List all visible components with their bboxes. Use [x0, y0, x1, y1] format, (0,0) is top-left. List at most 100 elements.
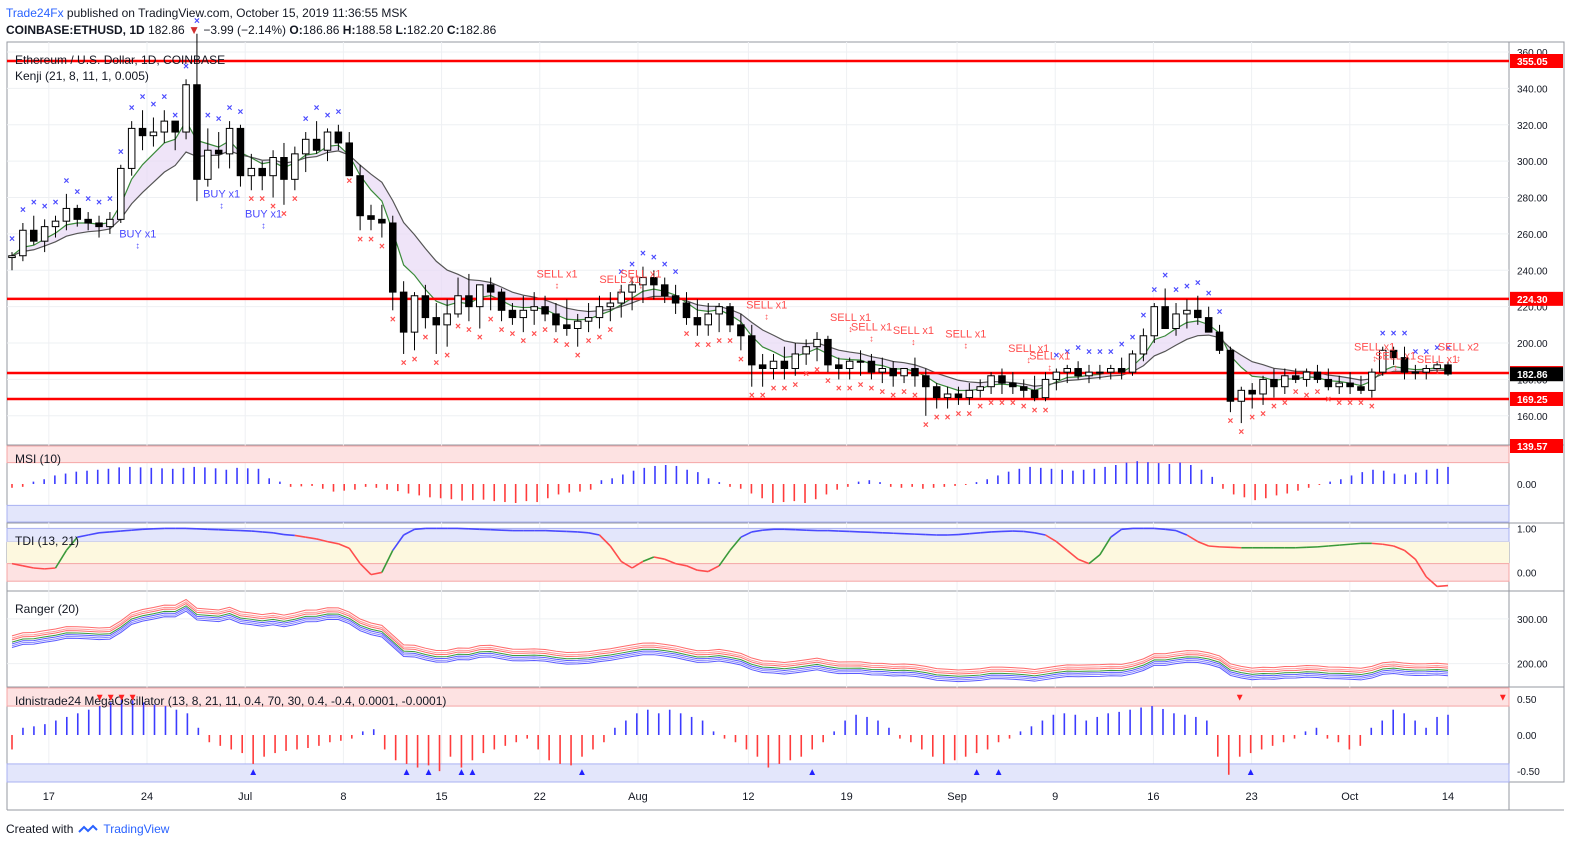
candle: × [563, 299, 571, 351]
candle: × [258, 161, 266, 205]
sell-marker: × [499, 325, 505, 336]
signal-label: SELL x1 [599, 274, 640, 286]
sell-marker: × [738, 354, 744, 365]
footer: Created with TradingView [6, 822, 169, 836]
sell-marker: × [1043, 405, 1049, 416]
tdi-line-segment [1023, 530, 1035, 534]
buy-marker: × [314, 103, 320, 114]
tdi-line-segment [1317, 545, 1329, 548]
tdi-line-segment [588, 532, 600, 536]
candle-body [1389, 349, 1398, 359]
tdi-line-segment [958, 532, 970, 536]
tdi-line-segment [1165, 528, 1177, 532]
candle-body [1433, 364, 1441, 370]
tdi-line-segment [1197, 540, 1209, 547]
tdi-line-segment [577, 531, 589, 534]
candle-body [1030, 389, 1039, 399]
price-axis-label: 280.00 [1517, 194, 1548, 205]
high-label: H: [342, 23, 356, 37]
buy-marker: × [31, 198, 37, 209]
buy-signal-icon: ▲ [248, 767, 258, 778]
sell-marker: × [379, 242, 385, 253]
tdi-line-segment [1045, 534, 1057, 543]
tdi-line-segment [1121, 527, 1133, 531]
candle-body [519, 309, 528, 319]
price-tag-box [1510, 391, 1563, 406]
candle: × [269, 150, 277, 213]
sell-marker: × [542, 325, 548, 336]
sell-marker: × [357, 234, 363, 245]
tdi-line-segment [98, 531, 110, 534]
sell-marker: × [945, 413, 951, 424]
sell-marker: × [1315, 387, 1321, 398]
candle: × [954, 386, 963, 420]
signal-annotation: BUY x1↕ [245, 209, 282, 231]
publisher-name[interactable]: Trade24Fx [6, 6, 64, 20]
tdi-line-segment [1099, 536, 1112, 556]
candle: × [552, 303, 560, 347]
tdi-line-segment [392, 534, 405, 551]
buy-signal-icon: ▲ [402, 767, 412, 778]
pane-title: MSI (10) [15, 452, 61, 466]
buy-marker: × [1064, 347, 1070, 358]
price-tag-label: 139.57 [1517, 442, 1548, 453]
candle-body [465, 295, 473, 308]
buy-marker: × [673, 267, 679, 278]
candle: × [127, 103, 136, 176]
candle-body [943, 393, 952, 399]
middle-band [7, 541, 1509, 564]
candle-body [671, 295, 680, 304]
candle-body [595, 306, 604, 319]
price-pane: 360.00 340.00 320.00 300.00 280.00 260.00 240.… [7, 16, 1563, 453]
signal-arrow-icon: ↕ [1456, 353, 1461, 363]
sell-marker: × [716, 336, 722, 347]
tdi-line-segment [1403, 549, 1416, 560]
signal-arrow-icon: ↕ [1047, 362, 1052, 372]
candle: × [867, 353, 876, 394]
tdi-line-segment [109, 530, 121, 533]
price-tag-box [1510, 291, 1563, 306]
price-change: −3.99 (−2.14%) [203, 23, 287, 37]
candle-body [312, 138, 321, 151]
candle: × [73, 187, 82, 227]
candle: × [802, 339, 810, 380]
time-axis-label: Sep [947, 791, 967, 803]
candle-body [845, 360, 854, 370]
price-axis-label: 160.00 [1517, 412, 1548, 423]
tdi-line-segment [1055, 540, 1068, 552]
candle: × [1106, 347, 1115, 380]
candle: × [291, 146, 299, 205]
tdi-pane: 1.00 0.00 TDI (13, 21) [6, 524, 1537, 588]
candle-body [639, 277, 647, 286]
candle-body [1183, 309, 1191, 315]
candle: × [976, 379, 984, 413]
candle-body [1074, 368, 1082, 377]
signal-annotation: SELL x1↕ [851, 321, 892, 343]
tradingview-link[interactable]: TradingView [103, 822, 170, 836]
signal-annotation: SELL x1↕ [893, 325, 934, 347]
candle: × [639, 249, 647, 304]
buy-marker: × [205, 110, 211, 121]
sell-marker: × [705, 340, 711, 351]
sell-marker: × [510, 329, 516, 340]
tdi-line-segment [707, 565, 720, 573]
buy-marker: × [1434, 343, 1440, 354]
signal-arrow-icon: ↕ [1026, 355, 1031, 365]
candle: × [595, 295, 604, 343]
candle-body [922, 375, 930, 388]
buy-marker: × [1423, 347, 1429, 358]
buy-marker: × [1412, 347, 1418, 358]
candle: × [410, 292, 419, 365]
tdi-line-segment [718, 549, 731, 567]
candle: × [1433, 343, 1441, 373]
signal-annotation: SELL x1↕ [830, 312, 871, 334]
candle: × [1422, 347, 1431, 380]
candle-body [965, 389, 974, 399]
candle: × [301, 114, 310, 173]
tdi-line-segment [664, 558, 676, 565]
signal-arrow-icon: ↕ [848, 324, 853, 334]
candle-body [399, 291, 408, 333]
sell-marker: × [858, 380, 864, 391]
msi-pane: 0.00 MSI (10) [6, 445, 1537, 523]
